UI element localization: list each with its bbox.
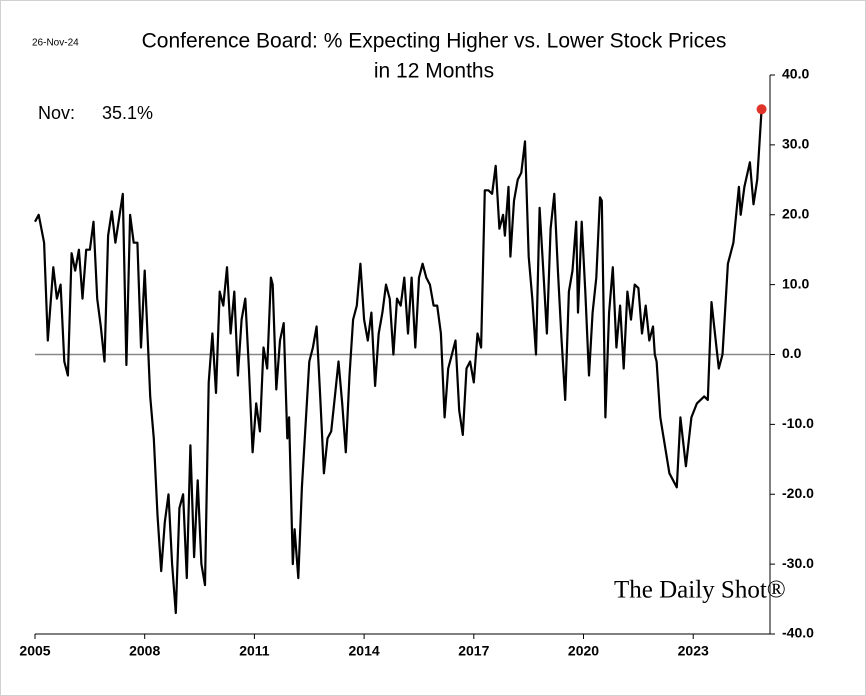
y-tick-label: -30.0: [782, 555, 814, 571]
y-tick-label: 0.0: [782, 345, 802, 361]
x-tick-label: 2017: [458, 643, 489, 659]
watermark: The Daily Shot®: [614, 577, 786, 604]
y-tick-label: 10.0: [782, 275, 809, 291]
chart-title: Conference Board: % Expecting Higher vs.…: [142, 30, 727, 53]
x-tick-label: 2020: [568, 643, 599, 659]
x-tick-label: 2011: [239, 643, 270, 659]
chart-title: in 12 Months: [374, 60, 494, 83]
x-tick-label: 2008: [129, 643, 160, 659]
latest-point: [756, 104, 767, 115]
line-series: [34, 109, 763, 615]
y-tick-label: 20.0: [782, 205, 809, 221]
latest-value-label: 35.1%: [102, 103, 153, 123]
x-tick-label: 2005: [19, 643, 50, 659]
y-tick-label: 30.0: [782, 136, 809, 152]
x-tick-label: 2014: [349, 643, 380, 659]
y-tick-label: -10.0: [782, 415, 814, 431]
y-tick-label: -40.0: [782, 625, 814, 641]
y-tick-label: -20.0: [782, 485, 814, 501]
date-stamp: 26-Nov-24: [32, 38, 79, 49]
y-tick-label: 40.0: [782, 66, 809, 82]
latest-label: Nov:: [38, 103, 75, 123]
x-tick-label: 2023: [678, 643, 709, 659]
